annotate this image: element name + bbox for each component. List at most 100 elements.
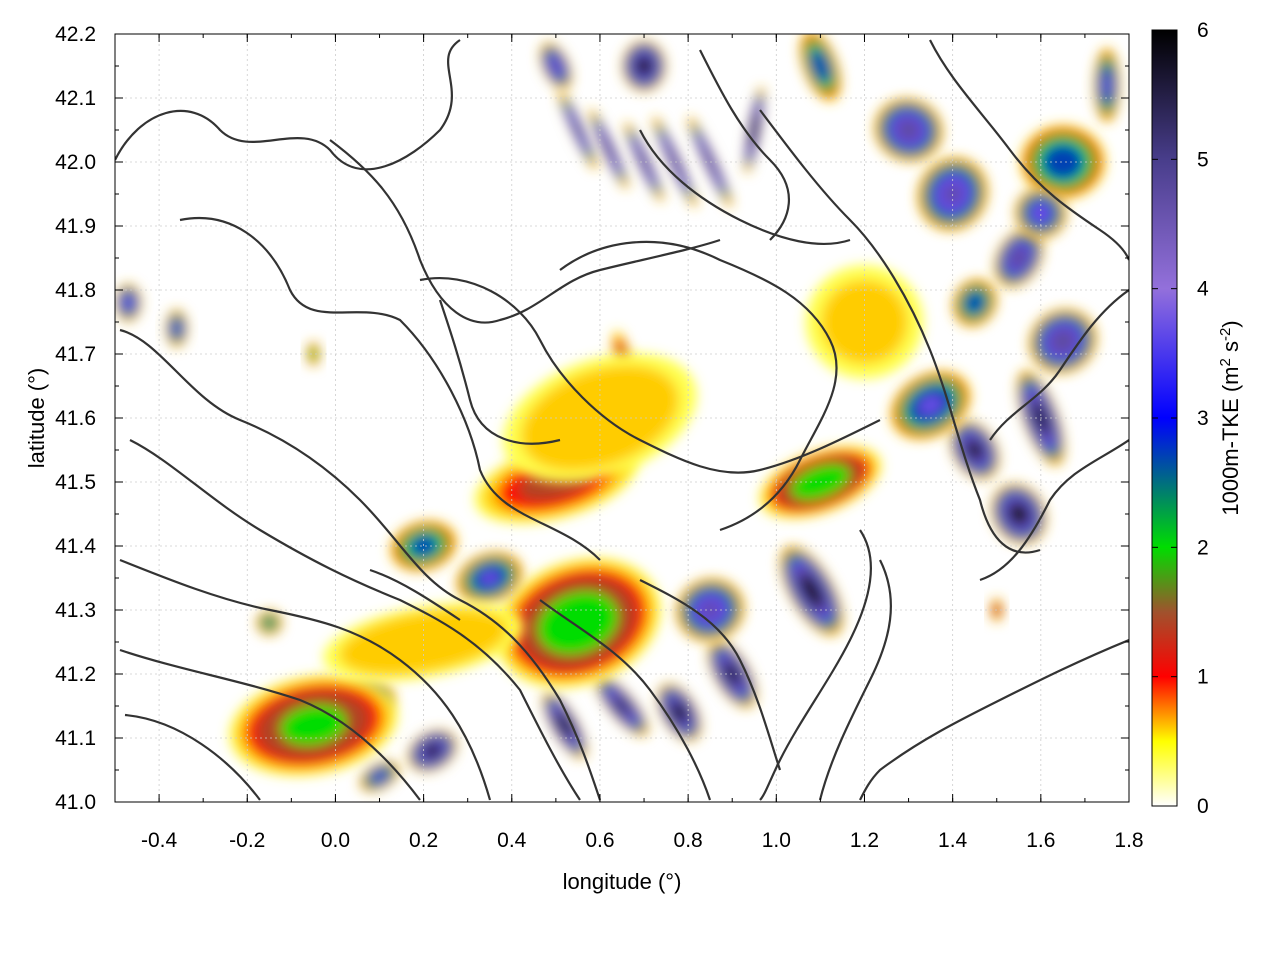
colorbar-tick-label: 1 bbox=[1197, 666, 1209, 689]
x-axis-ticks: -0.4 -0.2 0.0 0.2 0.4 0.6 0.8 1.0 1.2 1.4 1.6 1.8 bbox=[114, 34, 1144, 852]
x-tick-label: 0.4 bbox=[497, 829, 527, 852]
terrain-contour bbox=[759, 529, 872, 801]
tke-feature bbox=[165, 309, 188, 348]
x-tick-label: 1.8 bbox=[1114, 829, 1143, 852]
terrain-contour bbox=[369, 568, 461, 621]
tke-level bbox=[521, 365, 679, 471]
tke-feature bbox=[503, 353, 697, 483]
tke-feature bbox=[799, 34, 842, 102]
tke-level bbox=[601, 133, 617, 166]
tke-feature bbox=[595, 675, 649, 737]
colorbar-label: 1000m-TKE (m2 s-2) bbox=[1217, 320, 1243, 515]
tke-feature bbox=[456, 551, 524, 605]
colorbar-tick-label: 6 bbox=[1197, 19, 1209, 42]
x-tick-label: 1.4 bbox=[938, 829, 968, 852]
colorbar-ticks: 0 1 2 3 4 5 6 bbox=[1152, 19, 1209, 818]
colorbar-label-end: ) bbox=[1218, 320, 1243, 327]
terrain-contour bbox=[979, 439, 1129, 582]
x-tick-label: 0.0 bbox=[321, 829, 350, 852]
tke-feature bbox=[1019, 124, 1106, 200]
terrain-contour bbox=[639, 129, 851, 246]
tke-level bbox=[310, 348, 317, 360]
tke-field bbox=[115, 34, 1120, 792]
tke-level bbox=[800, 574, 823, 608]
tke-level bbox=[339, 609, 508, 675]
y-axis-label: latitude (°) bbox=[24, 368, 49, 469]
terrain-contour bbox=[929, 39, 1129, 261]
tke-level bbox=[966, 440, 983, 460]
x-tick-label: 0.8 bbox=[674, 829, 703, 852]
tke-level bbox=[1103, 74, 1111, 96]
tke-feature bbox=[558, 89, 598, 171]
colorbar-tick-label: 4 bbox=[1197, 278, 1209, 301]
tke-feature bbox=[805, 265, 924, 379]
tke-level bbox=[1008, 503, 1029, 525]
terrain-contour bbox=[419, 277, 881, 474]
tke-level bbox=[1049, 328, 1077, 354]
tke-level bbox=[173, 323, 180, 334]
terrain-contour bbox=[759, 109, 1041, 554]
tke-level bbox=[636, 146, 652, 178]
y-tick-label: 41.9 bbox=[55, 215, 96, 238]
terrain-contour bbox=[639, 579, 782, 771]
tke-level bbox=[750, 114, 758, 146]
terrain-contour bbox=[129, 439, 581, 801]
tke-level bbox=[724, 663, 740, 685]
colorbar-tick-label: 0 bbox=[1197, 795, 1209, 818]
terrain-contour bbox=[818, 559, 892, 801]
tke-feature bbox=[589, 109, 629, 190]
terrain-contour bbox=[989, 289, 1129, 441]
terrain-contour bbox=[329, 139, 721, 324]
y-tick-label: 41.8 bbox=[55, 279, 96, 302]
tke-level bbox=[666, 143, 684, 181]
tke-feature bbox=[890, 370, 972, 440]
tke-level bbox=[671, 702, 688, 723]
colorbar-label-sup2: -2 bbox=[1217, 328, 1234, 341]
tke-level bbox=[963, 290, 987, 315]
colorbar-label-sup1: 2 bbox=[1217, 358, 1234, 366]
y-tick-label: 42.1 bbox=[55, 87, 96, 110]
y-tick-label: 41.2 bbox=[55, 663, 96, 686]
tke-feature bbox=[874, 98, 943, 162]
y-tick-label: 41.4 bbox=[55, 535, 96, 558]
tke-level bbox=[551, 60, 560, 72]
x-tick-label: 1.6 bbox=[1026, 829, 1055, 852]
tke-feature bbox=[744, 86, 765, 174]
tke-feature bbox=[952, 278, 998, 327]
x-tick-label: 0.2 bbox=[409, 829, 438, 852]
terrain-contour bbox=[179, 217, 601, 561]
x-tick-label: -0.4 bbox=[141, 829, 178, 852]
y-tick-label: 41.6 bbox=[55, 407, 96, 430]
tke-feature bbox=[306, 341, 320, 367]
terrain-contour bbox=[119, 328, 602, 801]
colorbar-tick-label: 2 bbox=[1197, 536, 1209, 559]
tke-level bbox=[373, 772, 386, 781]
tke-feature bbox=[1028, 308, 1097, 374]
y-tick-label: 42.2 bbox=[55, 23, 96, 46]
y-tick-label: 41.1 bbox=[55, 727, 96, 750]
tke-feature bbox=[624, 121, 664, 203]
tke-feature bbox=[994, 228, 1044, 288]
colorbar-tick-label: 3 bbox=[1197, 407, 1209, 430]
terrain-contour bbox=[859, 638, 1129, 801]
x-axis-label: longitude (°) bbox=[563, 869, 682, 894]
tke-feature bbox=[950, 420, 1000, 480]
tke-feature bbox=[1093, 47, 1120, 123]
tke-level bbox=[480, 570, 500, 586]
y-tick-label: 41.7 bbox=[55, 343, 96, 366]
terrain-contour bbox=[559, 240, 838, 532]
tke-level bbox=[264, 618, 274, 627]
tke-level bbox=[1009, 246, 1029, 270]
colorbar-label-mid: s bbox=[1218, 341, 1243, 358]
terrain-contour bbox=[124, 713, 261, 801]
tke-level bbox=[821, 280, 908, 364]
y-axis-ticks: 41.0 41.1 41.2 41.3 41.4 41.5 41.6 41.7 41.8 41.9… bbox=[55, 23, 1129, 814]
y-tick-label: 42.0 bbox=[55, 151, 96, 174]
tke-feature bbox=[359, 761, 400, 792]
tke-feature bbox=[707, 640, 757, 708]
tke-feature bbox=[1014, 187, 1067, 239]
terrain-contour bbox=[539, 599, 712, 801]
terrain-contour bbox=[115, 39, 461, 171]
